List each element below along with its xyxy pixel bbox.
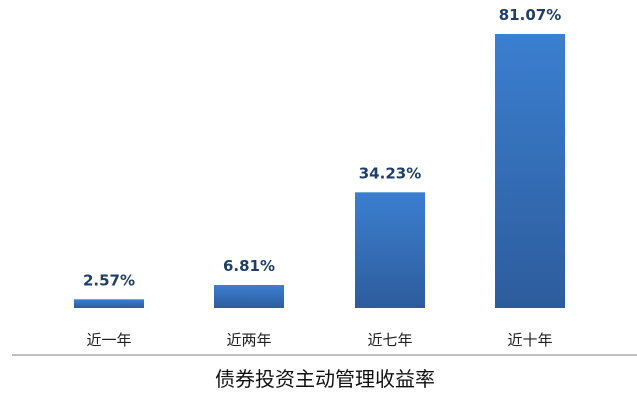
- value-label-2: 6.81%: [223, 257, 275, 275]
- value-label-1: 2.57%: [83, 271, 135, 289]
- bar-3: [355, 192, 425, 308]
- value-labels-group: 2.57% 6.81% 34.23% 81.07%: [83, 6, 561, 289]
- value-label-4: 81.07%: [499, 6, 561, 24]
- value-label-3: 34.23%: [359, 164, 421, 182]
- category-labels-group: 近一年 近两年 近七年 近十年: [86, 331, 552, 349]
- bar-1: [74, 299, 144, 308]
- category-label-3: 近七年: [367, 331, 412, 349]
- bar-4: [495, 34, 565, 308]
- category-label-4: 近十年: [507, 331, 552, 349]
- category-label-1: 近一年: [86, 331, 131, 349]
- chart-title: 债券投资主动管理收益率: [215, 367, 435, 391]
- bar-2: [214, 284, 284, 308]
- bars-group: [74, 34, 565, 308]
- category-label-2: 近两年: [226, 331, 271, 349]
